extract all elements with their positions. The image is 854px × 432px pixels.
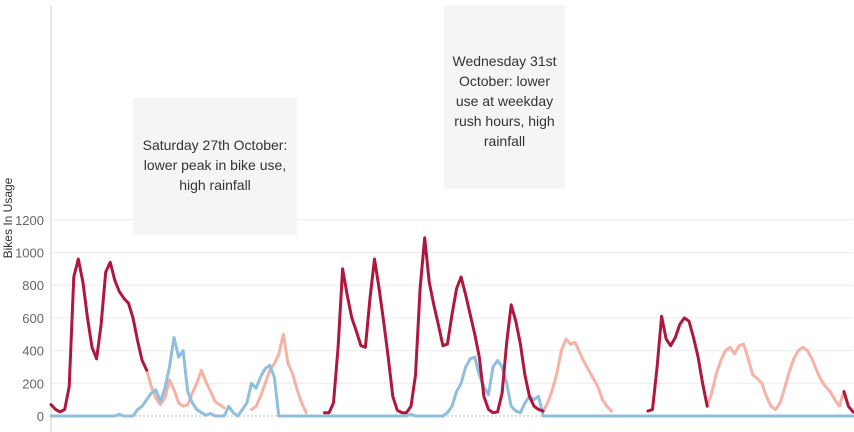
y-tick-label: 200: [22, 376, 44, 391]
annotation-wednesday: Wednesday 31st October: lower use at wee…: [444, 5, 565, 189]
series-1-line-segment-3: [705, 342, 846, 411]
series-0-line-segment-2: [646, 314, 709, 413]
series-0-line-segment-1: [322, 236, 545, 415]
y-tick-label: 600: [22, 311, 44, 326]
series-0-line-segment-0: [49, 257, 149, 414]
annotation-saturday: Saturday 27th October: lower peak in bik…: [133, 98, 297, 235]
series-2-line-segment-0: [49, 336, 854, 418]
y-tick-label: 0: [37, 409, 44, 424]
y-axis-label: Bikes In Usage: [1, 177, 15, 258]
series-1-line-segment-0: [145, 368, 226, 410]
y-tick-label: 1200: [15, 213, 44, 228]
series-lines: [49, 236, 854, 418]
series-1-line-segment-2: [541, 337, 613, 413]
series-0-line-segment-3: [842, 390, 854, 414]
y-tick-labels: 0 200 400 600 800 1000 1200: [15, 213, 44, 424]
y-tick-label: 400: [22, 344, 44, 359]
y-tick-label: 1000: [15, 246, 44, 261]
series-1-line-segment-1: [250, 332, 308, 415]
y-tick-label: 800: [22, 278, 44, 293]
